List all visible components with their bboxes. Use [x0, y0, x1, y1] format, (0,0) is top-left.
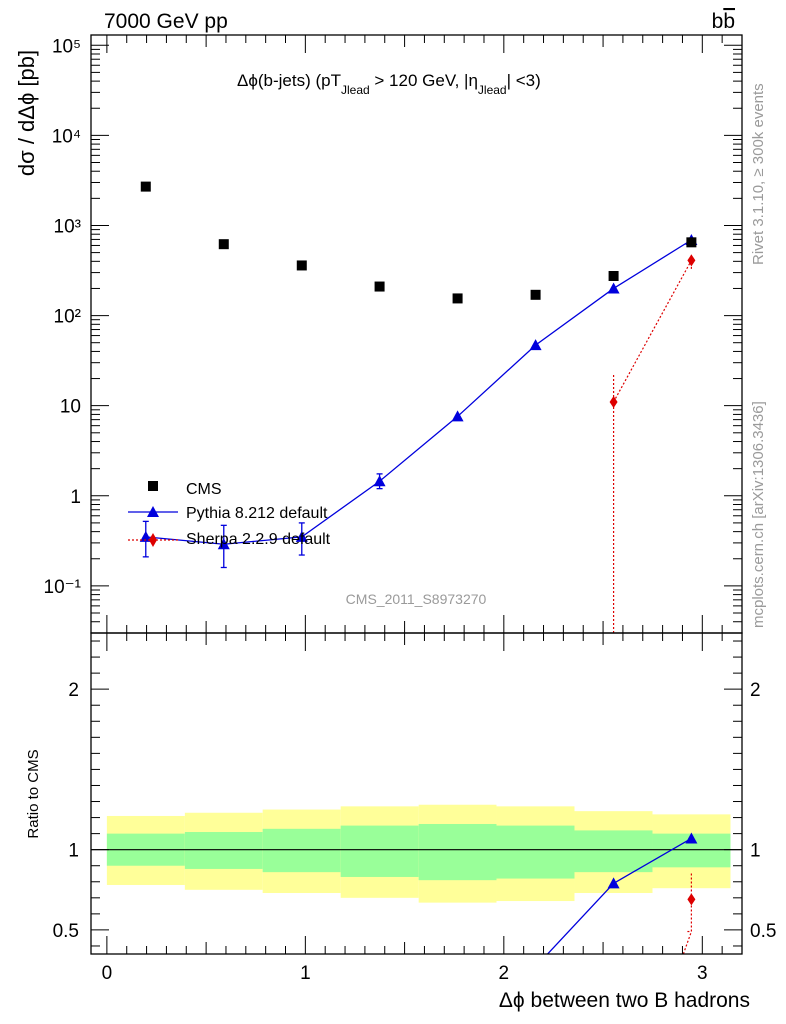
- process-b: b: [712, 10, 724, 33]
- pythia-line: [145, 239, 692, 545]
- legend-entry-cms: CMS: [148, 481, 222, 498]
- main-y-tick-label: 10: [60, 397, 81, 418]
- legend-pythia-marker: [147, 506, 159, 517]
- pythia-point: [295, 530, 308, 542]
- main-y-tick-label: 10⁻¹: [44, 577, 82, 598]
- pythia-point: [529, 339, 542, 351]
- main-y-tick-label: 10⁴: [52, 126, 81, 147]
- pythia-point: [373, 475, 386, 487]
- ratio-uncertainty-bands: [106, 804, 731, 903]
- ratio-pythia-point: [685, 832, 698, 844]
- ratio-panel-data: [91, 832, 742, 954]
- main-y-axis-label: dσ / dΔϕ [pb]: [14, 50, 39, 176]
- main-y-tick-label: 10²: [54, 307, 81, 328]
- cms-point: [374, 281, 385, 292]
- main-panel: 10⁻¹ 1 10 10² 10³ 10⁴ 10⁵ dσ / dΔϕ [pb] Δϕ(b-j…: [14, 34, 743, 634]
- ratio-y-tick-labels: 0.5 0.5 1 1 2 2: [53, 680, 777, 942]
- sherpa-point: [609, 395, 618, 408]
- x-tick-label: 2: [499, 963, 510, 984]
- cms-point: [530, 289, 541, 300]
- sherpa-line: [613, 260, 692, 403]
- x-tick-label: 0: [102, 963, 113, 984]
- legend-pythia-label: Pythia 8.212 default: [186, 505, 328, 522]
- cms-point: [452, 293, 463, 304]
- ratio-y-tick-label-right: 1: [750, 841, 761, 862]
- x-tick-labels: 0 1 2 3: [102, 963, 708, 984]
- main-y-tick-labels: 10⁻¹ 1 10 10² 10³ 10⁴ 10⁵: [44, 36, 82, 598]
- ratio-y-tick-label-left: 1: [68, 841, 79, 862]
- ratio-panel-frame: [90, 632, 743, 955]
- mcplots-label: mcplots.cern.ch [arXiv:1306.3436]: [750, 401, 767, 628]
- band-green: [184, 832, 263, 869]
- x-axis-label: Δϕ between two B hadrons: [499, 989, 750, 1012]
- pythia-point: [139, 530, 152, 542]
- ratio-sherpa-line: [682, 931, 692, 954]
- legend-entry-pythia: Pythia 8.212 default: [128, 505, 328, 522]
- ratio-sherpa-point: [687, 893, 696, 906]
- cms-point: [608, 270, 619, 281]
- process-bbar: b: [723, 10, 735, 33]
- ratio-panel: 0.5 0.5 1 1 2 2 0 1 2 3 Ratio to CMS Δϕ between …: [25, 632, 777, 1012]
- band-green: [496, 825, 575, 879]
- band-green: [262, 828, 341, 873]
- rivet-version-label: Rivet 3.1.10, ≥ 300k events: [750, 83, 767, 265]
- band-green: [418, 823, 497, 881]
- legend: CMS Pythia 8.212 default Sherpa 2.2.9 de…: [128, 481, 331, 548]
- header-energy-label: 7000 GeV pp: [104, 10, 228, 33]
- cms-point: [686, 237, 697, 248]
- x-tick-label: 1: [300, 963, 311, 984]
- ratio-y-tick-label-left: 0.5: [53, 921, 79, 942]
- band-green: [340, 825, 419, 877]
- pythia-point: [217, 538, 230, 550]
- legend-entry-sherpa: Sherpa 2.2.9 default: [128, 531, 331, 548]
- x-tick-label: 3: [697, 963, 708, 984]
- legend-cms-marker: [148, 481, 158, 491]
- cms-point: [218, 239, 229, 250]
- legend-cms-label: CMS: [186, 481, 222, 498]
- band-green: [574, 830, 653, 873]
- pythia-point: [607, 282, 620, 294]
- cms-point: [140, 181, 151, 192]
- main-y-tick-label: 10³: [54, 216, 81, 237]
- legend-sherpa-label: Sherpa 2.2.9 default: [186, 531, 331, 548]
- pythia-point: [451, 410, 464, 422]
- sherpa-point: [687, 254, 696, 267]
- cms-point: [296, 260, 307, 271]
- ratio-y-tick-label-right: 2: [750, 680, 761, 701]
- main-y-tick-label: 10⁵: [52, 36, 81, 57]
- ratio-y-axis-label: Ratio to CMS: [25, 749, 42, 838]
- ratio-panel-ticks: [91, 633, 743, 954]
- legend-sherpa-marker: [149, 533, 157, 547]
- analysis-watermark: CMS_2011_S8973270: [346, 591, 487, 607]
- ratio-y-tick-label-left: 2: [68, 680, 79, 701]
- main-panel-data: [139, 181, 698, 633]
- main-panel-ticks: [91, 35, 743, 634]
- header-process-label: bb: [712, 10, 735, 33]
- main-y-tick-label: 1: [70, 487, 81, 508]
- ratio-pythia-point: [607, 877, 620, 889]
- ratio-y-tick-label-right: 0.5: [750, 921, 776, 942]
- main-chart-title: Δϕ(b-jets) (pTJlead > 120 GeV, |ηJlead| …: [237, 71, 541, 97]
